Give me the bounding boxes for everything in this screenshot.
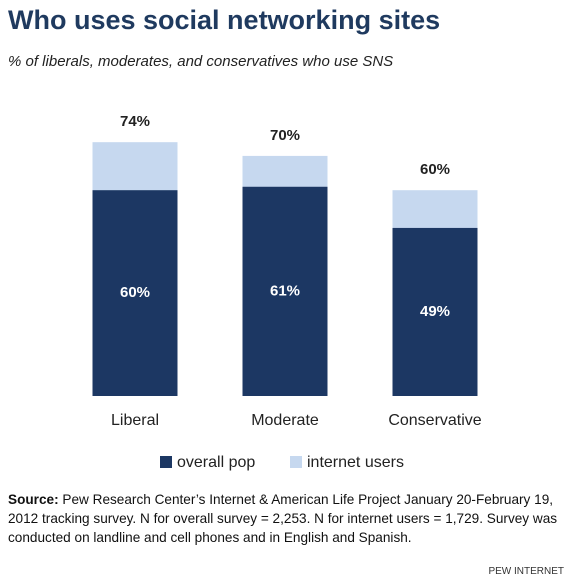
bar	[392, 227, 478, 396]
legend-label: internet users	[307, 454, 404, 471]
x-tick-label: Liberal	[111, 412, 159, 429]
legend-swatch	[160, 456, 172, 468]
source-note: Source: Pew Research Center’s Internet &…	[8, 490, 560, 547]
x-tick-label: Conservative	[388, 412, 481, 429]
value-label: 74%	[120, 113, 150, 130]
value-label: 60%	[120, 284, 150, 301]
credit: PEW INTERNET	[488, 566, 564, 577]
value-label: 49%	[420, 303, 450, 320]
bar	[92, 190, 178, 396]
x-tick-label: Moderate	[251, 412, 319, 429]
legend-swatch	[290, 456, 302, 468]
source-text: Pew Research Center’s Internet & America…	[8, 492, 558, 545]
value-label: 61%	[270, 282, 300, 299]
legend-label: overall pop	[177, 454, 255, 471]
value-label: 60%	[420, 161, 450, 178]
value-label: 70%	[270, 127, 300, 144]
chart: Who uses social networking sites % of li…	[8, 5, 482, 471]
chart-subtitle: % of liberals, moderates, and conservati…	[8, 53, 393, 70]
source-label: Source:	[8, 492, 59, 507]
chart-title: Who uses social networking sites	[8, 5, 440, 35]
bar	[242, 186, 328, 396]
